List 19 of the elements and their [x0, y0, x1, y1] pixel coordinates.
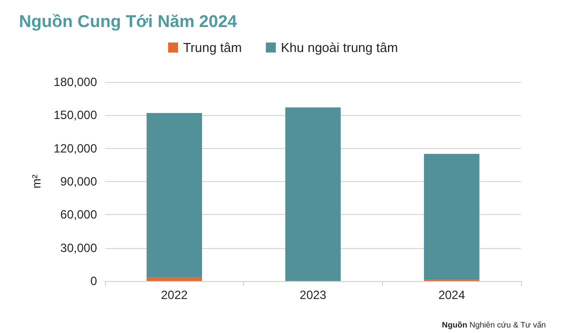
- legend-label: Trung tâm: [183, 40, 242, 55]
- y-tick-label: 30,000: [60, 240, 98, 255]
- y-tick-label: 0: [90, 274, 98, 288]
- bar: [146, 278, 202, 281]
- chart-title: Nguồn Cung Tới Năm 2024: [19, 12, 238, 31]
- y-tick-label: 120,000: [54, 141, 98, 156]
- y-tick-label: 180,000: [54, 75, 98, 89]
- text: Nguồn Nghiên cứu & Tư vấn: [442, 320, 546, 330]
- x-tick-label: 2022: [160, 288, 188, 302]
- bar: [285, 107, 341, 281]
- y-tick-label: 60,000: [60, 208, 98, 222]
- legend-label: Khu ngoài trung tâm: [280, 40, 398, 55]
- y-tick-label: 90,000: [60, 174, 98, 188]
- bar: [146, 112, 202, 278]
- y-tick-label: 150,000: [54, 108, 98, 122]
- x-tick-label: 2023: [300, 288, 327, 302]
- y-axis-title: m²: [30, 174, 44, 188]
- x-tick-label: 2024: [438, 288, 466, 302]
- bar: [424, 154, 480, 280]
